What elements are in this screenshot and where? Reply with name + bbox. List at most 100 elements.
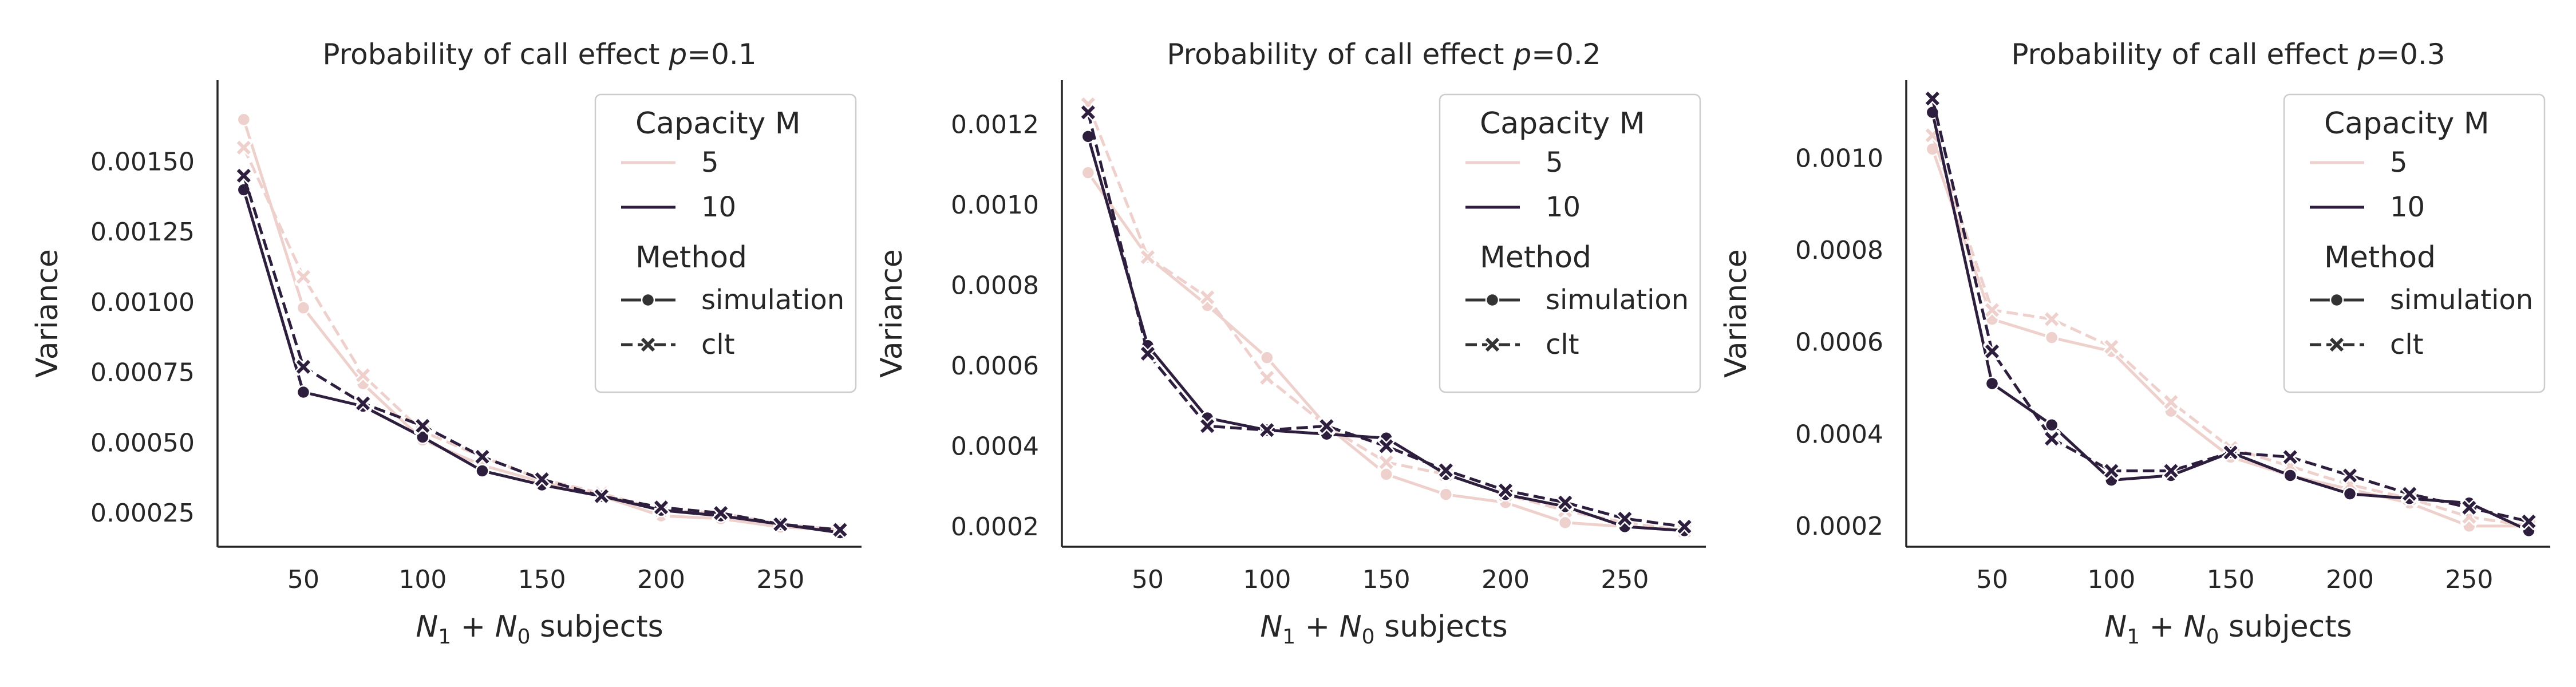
data-point-x-marker bbox=[1615, 510, 1634, 528]
data-point-x-marker bbox=[235, 139, 253, 157]
y-tick-label: 0.0010 bbox=[1795, 144, 1883, 173]
data-point-x-marker bbox=[1983, 301, 2001, 319]
y-axis-label: Variance bbox=[1719, 249, 1753, 378]
data-point-x-marker bbox=[1983, 342, 2001, 361]
title-prefix: Probability of call effect bbox=[1167, 38, 1513, 71]
x-tick-label: 200 bbox=[637, 565, 685, 594]
x-tick-label: 250 bbox=[1601, 565, 1649, 594]
legend-method-title: Method bbox=[2324, 240, 2436, 275]
xlabel-subscript: 1 bbox=[2127, 625, 2140, 649]
x-tick-label: 200 bbox=[1481, 565, 1530, 594]
legend-frame bbox=[1439, 93, 1701, 393]
xlabel-plus: + bbox=[2140, 610, 2184, 644]
x-tick-label: 200 bbox=[2326, 565, 2374, 594]
data-point-circle bbox=[2044, 417, 2059, 432]
x-tick-label: 100 bbox=[2087, 565, 2135, 594]
legend-x-marker bbox=[1483, 335, 1502, 354]
legend-label-method: clt bbox=[1546, 329, 1579, 361]
y-axis-label: Variance bbox=[875, 249, 909, 378]
legend: Capacity M 5 10 Method simulation clt bbox=[2283, 93, 2546, 393]
title-prefix: Probability of call effect bbox=[322, 38, 669, 71]
legend-method-title: Method bbox=[1480, 240, 1591, 275]
title-suffix: =0.2 bbox=[1531, 38, 1601, 71]
data-point-x-marker bbox=[2042, 429, 2061, 448]
x-tick-label: 50 bbox=[287, 565, 319, 594]
data-point-x-marker bbox=[652, 498, 670, 516]
chart-panel-1: Probability of call effect p=0.150 100 150… bbox=[30, 38, 862, 649]
legend-frame bbox=[2283, 93, 2546, 393]
legend-label-capacity: 5 bbox=[701, 147, 719, 179]
title-variable: p bbox=[1512, 38, 1531, 71]
chart-panel-3: Probability of call effect p=0.350 100 150… bbox=[1719, 38, 2550, 649]
x-tick-label: 150 bbox=[518, 565, 566, 594]
x-axis-label: N1 + N0 subjects bbox=[2104, 610, 2352, 649]
data-point-circle bbox=[1558, 515, 1573, 530]
data-point-x-marker bbox=[2102, 338, 2120, 356]
y-tick-label: 0.00125 bbox=[90, 218, 195, 247]
data-point-x-marker bbox=[1258, 421, 1276, 439]
chart-title: Probability of call effect p=0.1 bbox=[322, 38, 756, 71]
series-10-clt bbox=[1923, 89, 2538, 531]
data-point-circle bbox=[416, 430, 430, 444]
legend-circle-marker bbox=[641, 293, 655, 307]
chart-title: Probability of call effect p=0.3 bbox=[2011, 38, 2445, 71]
title-suffix: =0.3 bbox=[2376, 38, 2445, 71]
data-point-circle bbox=[2283, 468, 2298, 483]
xlabel-var: N bbox=[1340, 610, 1362, 644]
data-point-x-marker bbox=[2102, 462, 2120, 480]
legend-circle-marker bbox=[1485, 293, 1500, 307]
data-point-x-marker bbox=[712, 504, 730, 522]
y-tick-label: 0.00050 bbox=[90, 428, 195, 457]
y-tick-label: 0.00150 bbox=[90, 147, 195, 176]
data-point-x-marker bbox=[2341, 467, 2359, 485]
data-point-x-marker bbox=[354, 394, 372, 413]
data-point-x-marker bbox=[2520, 512, 2538, 531]
title-variable: p bbox=[2357, 38, 2376, 71]
xlabel-text: subjects bbox=[1375, 610, 1508, 644]
data-point-circle bbox=[2044, 330, 2059, 345]
x-tick-label: 250 bbox=[2445, 565, 2493, 594]
legend-label-capacity: 10 bbox=[2390, 191, 2425, 223]
series-10-clt bbox=[1079, 103, 1693, 536]
xlabel-var: N bbox=[2184, 610, 2206, 644]
legend-circle-marker bbox=[2329, 293, 2344, 307]
legend-label-capacity: 10 bbox=[1546, 191, 1581, 223]
data-point-x-marker bbox=[2162, 393, 2180, 411]
x-tick-label: 250 bbox=[756, 565, 804, 594]
data-point-x-marker bbox=[771, 515, 789, 534]
data-point-circle bbox=[1985, 376, 2000, 391]
legend-label-capacity: 10 bbox=[701, 191, 736, 223]
data-point-x-marker bbox=[831, 521, 849, 539]
y-tick-label: 0.00025 bbox=[90, 499, 195, 528]
data-point-circle bbox=[1439, 487, 1453, 502]
y-tick-label: 0.00100 bbox=[90, 288, 195, 317]
xlabel-subscript: 1 bbox=[438, 625, 451, 649]
xlabel-var: N bbox=[2104, 610, 2127, 644]
data-point-x-marker bbox=[1556, 493, 1574, 512]
y-tick-label: 0.0010 bbox=[951, 191, 1039, 220]
x-tick-label: 100 bbox=[398, 565, 447, 594]
legend-capacity-title: Capacity M bbox=[2324, 106, 2490, 141]
legend-label-method: clt bbox=[2390, 329, 2424, 361]
data-point-x-marker bbox=[1496, 481, 1515, 500]
data-point-circle bbox=[2342, 487, 2357, 501]
x-tick-label: 150 bbox=[2207, 565, 2255, 594]
xlabel-text: subjects bbox=[2219, 610, 2352, 644]
data-point-x-marker bbox=[2400, 485, 2419, 503]
data-point-circle bbox=[296, 385, 311, 400]
data-point-circle bbox=[1379, 467, 1393, 481]
title-prefix: Probability of call effect bbox=[2011, 38, 2357, 71]
y-tick-label: 0.0004 bbox=[1795, 420, 1883, 449]
legend-x-marker bbox=[639, 335, 657, 354]
legend-label-method: simulation bbox=[1546, 284, 1689, 316]
legend-label-method: simulation bbox=[701, 284, 844, 316]
y-tick-label: 0.0008 bbox=[951, 271, 1039, 300]
data-point-x-marker bbox=[473, 448, 491, 466]
xlabel-subscript: 1 bbox=[1282, 625, 1295, 649]
data-point-x-marker bbox=[1198, 417, 1216, 435]
data-point-x-marker bbox=[2460, 499, 2478, 517]
xlabel-var: N bbox=[1260, 610, 1282, 644]
legend-frame bbox=[594, 93, 857, 393]
legend-label-method: clt bbox=[701, 329, 735, 361]
